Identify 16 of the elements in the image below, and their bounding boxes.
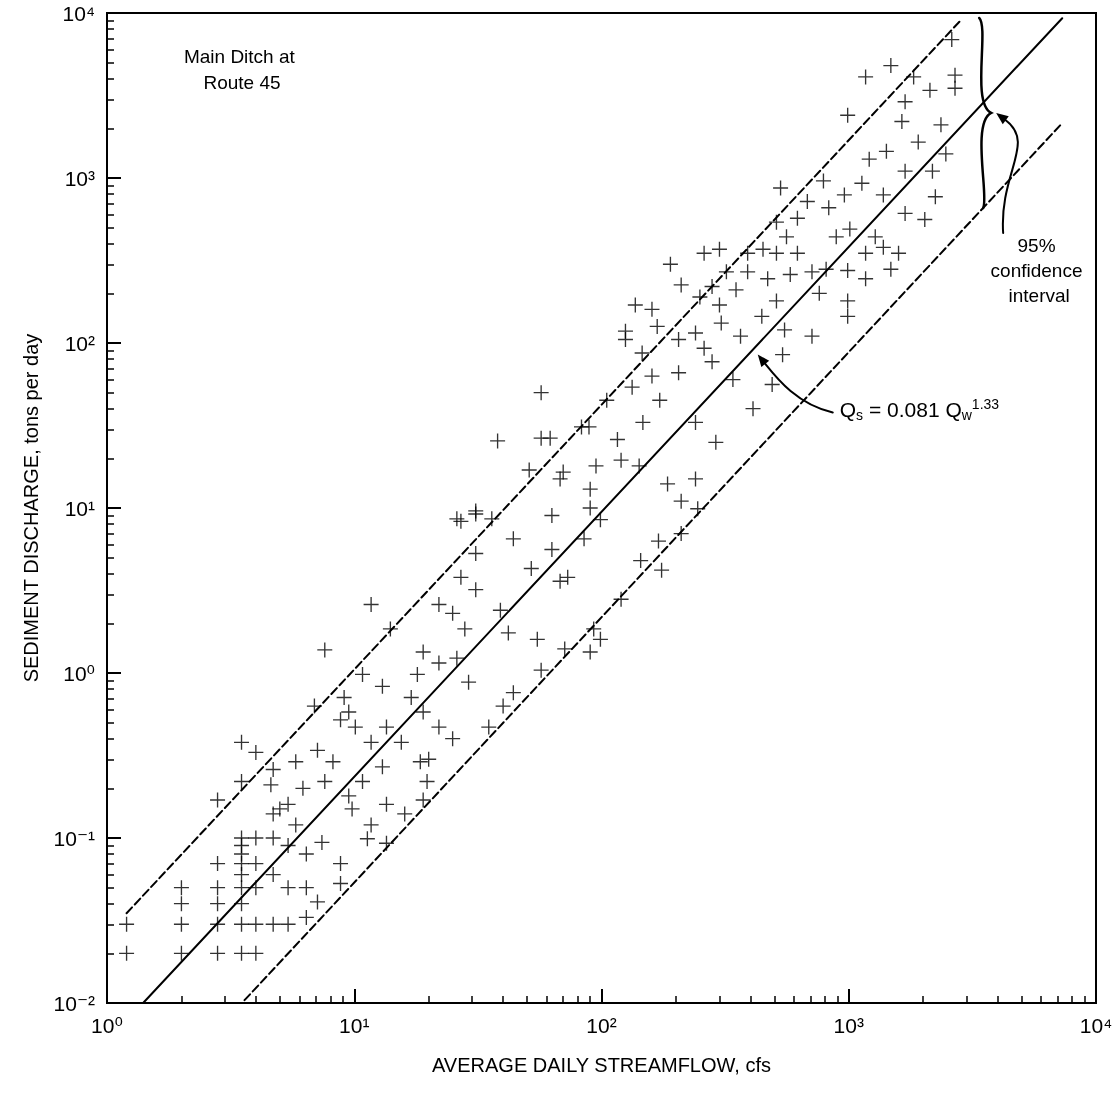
y-tick-label: 10²	[64, 331, 95, 355]
x-axis-title: AVERAGE DAILY STREAMFLOW, cfs	[432, 1054, 771, 1076]
x-tick-label: 10¹	[339, 1014, 370, 1037]
y-tick-label: 10³	[64, 166, 95, 190]
y-tick-label: 10⁻²	[53, 991, 96, 1015]
y-tick-label: 10⁰	[63, 661, 95, 685]
x-tick-label: 10³	[833, 1014, 864, 1037]
annotation: 95% confidence interval	[990, 234, 1088, 306]
x-tick-label: 10²	[586, 1014, 617, 1037]
y-tick-label: 10¹	[64, 496, 95, 520]
x-tick-label: 10⁰	[91, 1014, 123, 1037]
y-tick-label: 10⁴	[62, 1, 95, 25]
y-tick-label: 10⁻¹	[53, 826, 96, 850]
x-tick-label: 10⁴	[1079, 1014, 1113, 1037]
annotation: Main Ditch at Route 45	[183, 45, 301, 93]
y-axis-title: SEDIMENT DISCHARGE, tons per day	[20, 333, 42, 683]
